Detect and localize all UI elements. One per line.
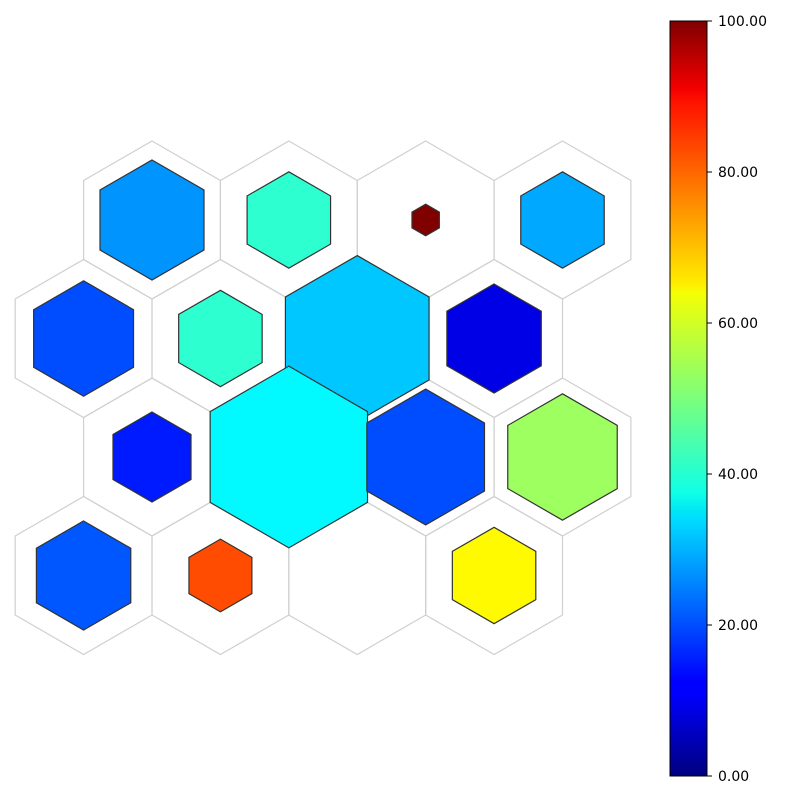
- colorbar-gradient: [669, 20, 708, 777]
- data-hex: [33, 280, 135, 397]
- colorbar-tick-label: 40.00: [718, 467, 758, 483]
- data-hex: [520, 171, 605, 269]
- colorbar-ticks: 0.00 20.00 40.00 60.00 80.00 100.00: [707, 14, 767, 785]
- data-hex: [178, 289, 263, 388]
- data-hex: [188, 538, 253, 613]
- data-hex: [446, 283, 542, 394]
- data-hex: [99, 159, 205, 281]
- data-hex: [209, 365, 369, 549]
- data-hex: [366, 388, 486, 526]
- data-hex: [246, 171, 332, 269]
- data-hex: [451, 526, 537, 625]
- grid-hex-outline: [425, 495, 564, 656]
- data-hex-group: [33, 159, 618, 631]
- colorbar-tick-label: 20.00: [718, 618, 758, 634]
- data-hex: [112, 411, 192, 503]
- colorbar-tick-label: 0.00: [718, 769, 749, 785]
- data-hex: [507, 393, 618, 521]
- colorbar-tick-label: 80.00: [718, 165, 758, 181]
- data-hex: [35, 520, 132, 631]
- colorbar-tick-label: 100.00: [718, 14, 767, 30]
- colorbar: 0.00 20.00 40.00 60.00 80.00 100.00: [669, 14, 767, 785]
- data-hex: [411, 203, 440, 237]
- colorbar-tick-label: 60.00: [718, 316, 758, 332]
